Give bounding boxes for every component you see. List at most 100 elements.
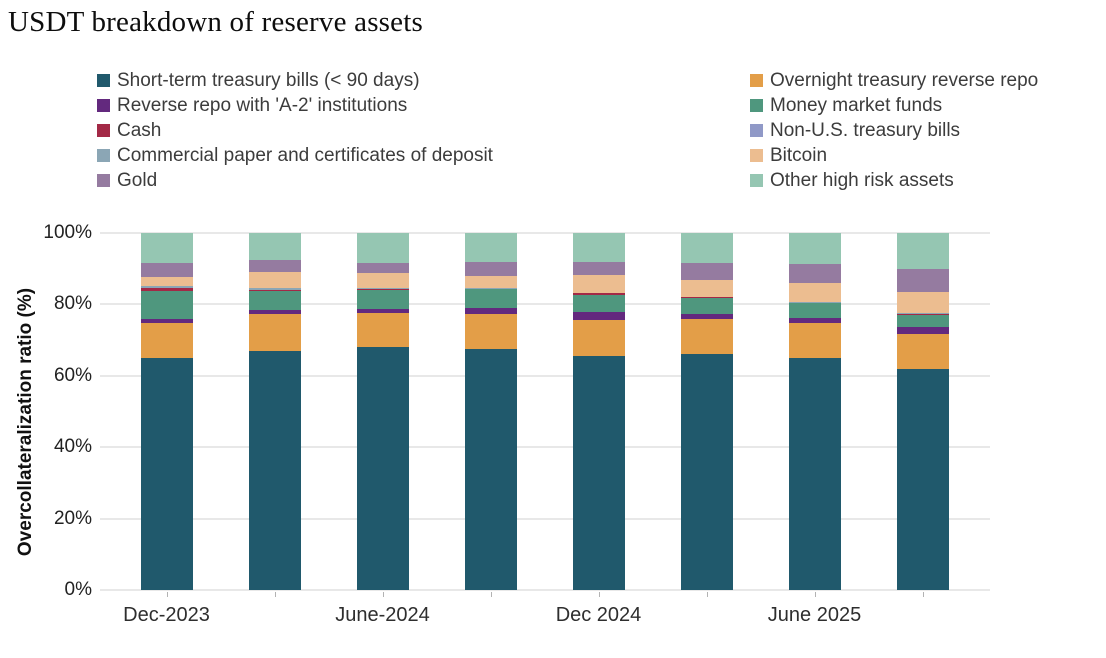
bar-segment <box>572 294 625 312</box>
bar-segment <box>788 318 841 323</box>
gridline <box>100 589 990 591</box>
legend-swatch-icon <box>97 99 110 112</box>
legend-label: Cash <box>117 119 162 141</box>
x-tick <box>274 592 276 597</box>
legend-item: Money market funds <box>750 95 1038 116</box>
bar-segment <box>896 314 949 327</box>
bar-segment <box>356 273 409 288</box>
bar-segment <box>140 277 193 287</box>
legend-swatch-icon <box>750 149 763 162</box>
bar-segment <box>140 357 193 590</box>
legend-swatch-icon <box>97 74 110 87</box>
y-tick-label: 80% <box>53 293 92 315</box>
legend-swatch-icon <box>750 74 763 87</box>
x-tick <box>706 592 708 597</box>
bar-segment <box>140 287 193 291</box>
bar-segment <box>356 347 409 590</box>
bar-segment <box>140 290 193 320</box>
legend-swatch-icon <box>97 149 110 162</box>
y-tick-label: 40% <box>53 436 92 458</box>
y-tick-label: 100% <box>43 222 92 243</box>
legend-item: Short-term treasury bills (< 90 days) <box>97 70 750 91</box>
legend-item: Overnight treasury reverse repo <box>750 70 1038 91</box>
bar-segment <box>356 288 409 290</box>
bar-segment <box>896 333 949 370</box>
bar-segment <box>248 260 301 272</box>
gridline <box>100 517 990 520</box>
bar-segment <box>788 322 841 359</box>
x-tick <box>382 592 384 597</box>
bar-segment <box>896 268 949 292</box>
x-axis: Dec-2023 June-2024 Dec 2024 June 2025 <box>100 218 990 658</box>
bar-segment <box>464 233 517 262</box>
bar-segment <box>788 358 841 590</box>
bar-segment <box>140 286 193 288</box>
stacked-bar <box>140 233 193 590</box>
bar-segment <box>680 279 733 297</box>
x-tick <box>814 592 816 597</box>
bar-segment <box>572 293 625 295</box>
bar-segment <box>896 312 949 314</box>
bar-segment <box>680 319 733 355</box>
bar-segment <box>464 261 517 277</box>
bar-segment <box>356 262 409 274</box>
legend-swatch-icon <box>97 124 110 137</box>
bar-segment <box>788 303 841 319</box>
bar-segment <box>896 326 949 334</box>
bar-segment <box>248 289 301 292</box>
bar-segment <box>896 313 949 315</box>
legend-label: Money market funds <box>770 94 943 116</box>
bar-segment <box>464 307 517 315</box>
bar-segment <box>356 287 409 289</box>
stacked-bar <box>896 233 949 590</box>
x-tick-label: June-2024 <box>335 604 430 626</box>
legend-swatch-icon <box>750 124 763 137</box>
gridline <box>100 232 990 234</box>
stacked-bar <box>572 233 625 590</box>
bar-segment <box>788 233 841 264</box>
stacked-bar <box>464 233 517 590</box>
bar-segment <box>248 288 301 290</box>
bar-segment <box>356 233 409 263</box>
bar-segment <box>788 282 841 302</box>
x-tick <box>166 592 168 597</box>
legend-item: Other high risk assets <box>750 170 1038 191</box>
x-tick <box>490 592 492 597</box>
stacked-bar <box>788 233 841 590</box>
stacked-bar-chart: Overcollateralization ratio (%) 0% 20% 40%… <box>0 218 1106 658</box>
bar-segment <box>572 233 625 262</box>
bar-segment <box>356 308 409 313</box>
bar-segment <box>788 301 841 303</box>
legend-label: Overnight treasury reverse repo <box>770 69 1039 91</box>
bar-segment <box>356 312 409 348</box>
bar-segment <box>572 261 625 276</box>
legend-label: Other high risk assets <box>770 169 954 191</box>
legend-item: Non-U.S. treasury bills <box>750 120 1038 141</box>
legend-label: Non-U.S. treasury bills <box>770 119 961 141</box>
bar-segment <box>140 233 193 264</box>
bar-segment <box>680 354 733 590</box>
bar-segment <box>248 310 301 315</box>
bar-segment <box>248 291 301 311</box>
legend-label: Reverse repo with 'A-2' institutions <box>117 94 408 116</box>
bar-segment <box>572 356 625 590</box>
bar-segment <box>680 296 733 298</box>
bar-segment <box>572 311 625 321</box>
y-axis-ticks: 0% 20% 40% 60% 80% 100% <box>0 222 92 600</box>
legend-item: Gold <box>97 170 750 191</box>
bar-segment <box>464 289 517 308</box>
bar-segment <box>140 322 193 358</box>
bar-segment <box>896 369 949 590</box>
bar-segment <box>140 319 193 323</box>
bar-segment <box>680 233 733 264</box>
y-tick-label: 0% <box>64 579 92 600</box>
bar-segment <box>464 314 517 349</box>
bar-segment <box>788 302 841 304</box>
chart-title: USDT breakdown of reserve assets <box>8 6 423 38</box>
bar-segment <box>464 288 517 290</box>
legend-label: Bitcoin <box>770 144 828 166</box>
y-tick-label: 20% <box>53 507 92 529</box>
plot-area <box>100 232 990 591</box>
bar-segment <box>680 314 733 320</box>
legend-item: Reverse repo with 'A-2' institutions <box>97 95 750 116</box>
